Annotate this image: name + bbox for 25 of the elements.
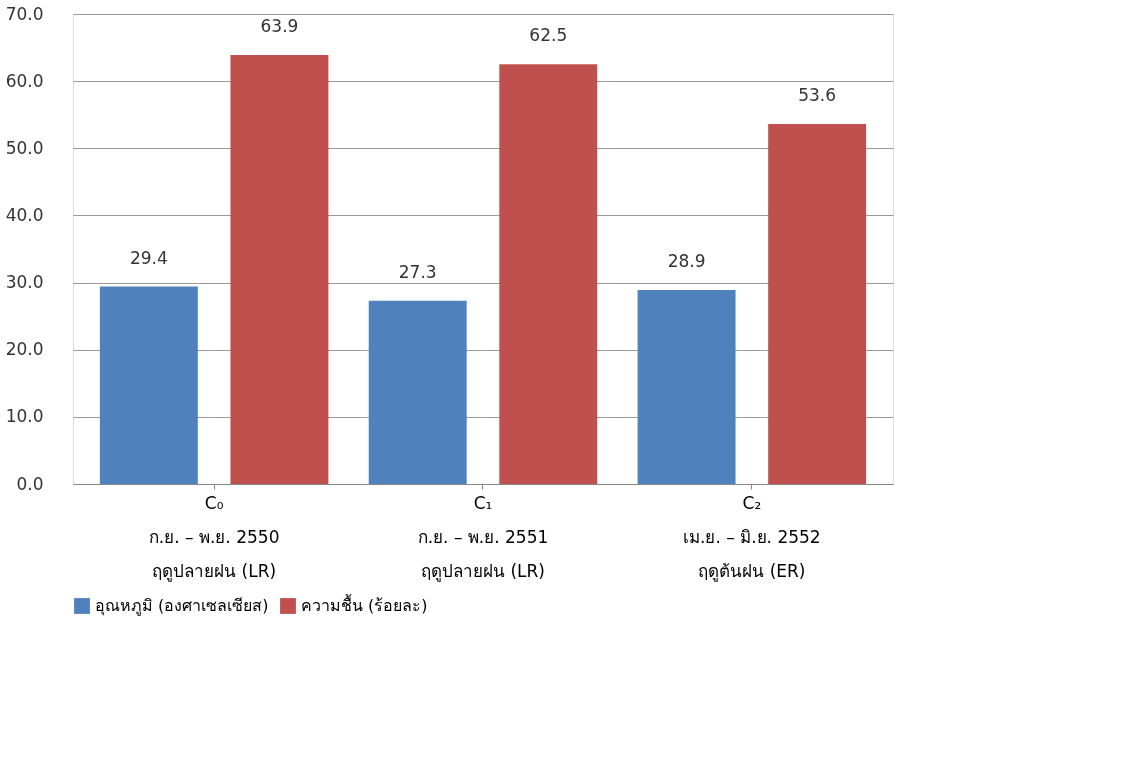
y-tick-label: 0.0 xyxy=(16,473,44,494)
y-tick-label: 70.0 xyxy=(5,3,44,24)
x-tick-label: C₀ ก.ย. – พ.ย. 2550 ฤดูปลายฝน (LR) xyxy=(148,492,280,582)
data-label: 29.4 xyxy=(129,247,168,268)
data-label: 63.9 xyxy=(260,15,299,36)
x-tick-label: C₁ ก.ย. – พ.ย. 2551 ฤดูปลายฝน (LR) xyxy=(417,492,549,582)
bar xyxy=(499,64,598,484)
legend-label: ความชื้น (ร้อยละ) xyxy=(301,594,428,615)
y-tick-label: 40.0 xyxy=(5,204,44,225)
y-tick-label: 20.0 xyxy=(5,339,44,360)
bar xyxy=(230,54,329,484)
y-tick-label: 50.0 xyxy=(5,137,44,158)
data-label: 62.5 xyxy=(529,25,568,46)
data-label: 27.3 xyxy=(398,261,437,282)
y-tick-label: 60.0 xyxy=(5,70,44,91)
y-tick-label: 10.0 xyxy=(5,406,44,427)
x-tick-label: C₂ เม.ย. – มิ.ย. 2552 ฤดูต้นฝน (ER) xyxy=(683,492,821,582)
bar xyxy=(637,289,736,484)
data-label: 28.9 xyxy=(667,250,706,271)
bar xyxy=(768,124,867,484)
legend-label: อุณหภูมิ (องศาเซลเซียส) xyxy=(95,596,269,616)
bar xyxy=(99,286,198,484)
bar xyxy=(368,300,467,484)
data-label: 53.6 xyxy=(798,85,837,106)
y-tick-label: 30.0 xyxy=(5,272,44,293)
